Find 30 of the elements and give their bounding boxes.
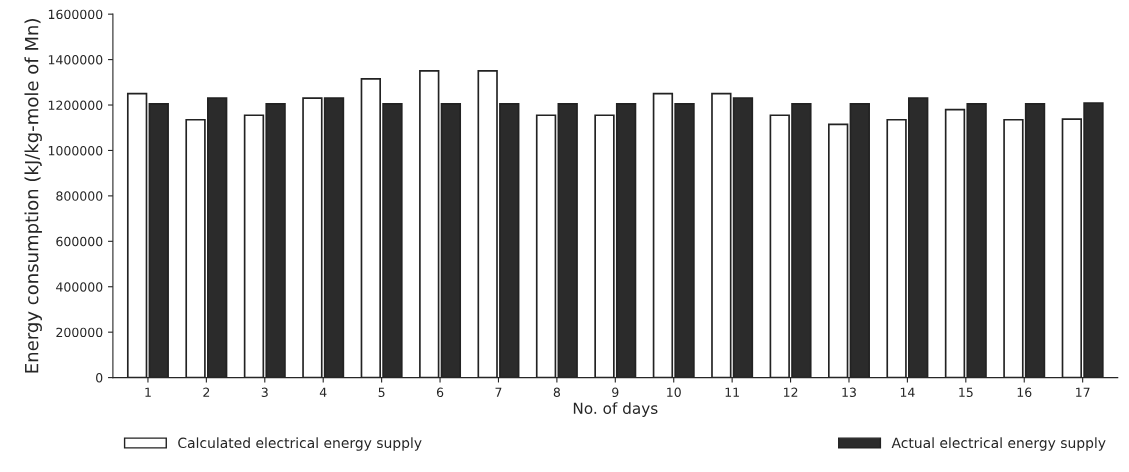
- x-tick-label: 9: [612, 387, 619, 397]
- x-tick-label: 1: [145, 387, 151, 397]
- x-tick-label: 10: [667, 387, 681, 397]
- y-tick-label: 1000000: [48, 145, 103, 156]
- y-axis-title: Energy consumption (kJ/kg-mole of Mn): [24, 19, 42, 373]
- legend-label: Calculated electrical energy supply: [178, 437, 422, 451]
- x-tick-label: 7: [495, 387, 502, 397]
- x-tick-label: 8: [553, 387, 561, 397]
- legend-label: Actual electrical energy supply: [891, 437, 1106, 451]
- y-tick-label: 600000: [56, 236, 103, 247]
- x-tick-label: 3: [261, 387, 268, 397]
- x-tick-label: 4: [319, 387, 327, 397]
- y-tick-label: 400000: [56, 282, 103, 292]
- x-tick-label: 16: [1017, 387, 1032, 397]
- x-tick-label: 17: [1076, 387, 1090, 397]
- x-tick-label: 11: [725, 387, 739, 397]
- y-tick-label: 200000: [56, 327, 103, 338]
- y-tick-label: 0: [96, 373, 103, 383]
- x-tick-label: 14: [900, 387, 915, 397]
- y-tick-label: 1400000: [48, 55, 103, 65]
- x-tick-label: 6: [436, 387, 444, 397]
- x-tick-label: 15: [959, 387, 973, 397]
- x-axis-title: No. of days: [573, 402, 658, 417]
- x-tick-label: 5: [378, 387, 385, 397]
- x-tick-label: 2: [203, 387, 210, 397]
- y-tick-label: 800000: [56, 191, 103, 201]
- x-tick-label: 12: [783, 387, 798, 397]
- y-tick-label: 1600000: [48, 9, 103, 20]
- x-tick-label: 13: [842, 387, 856, 397]
- y-tick-label: 1200000: [48, 100, 103, 110]
